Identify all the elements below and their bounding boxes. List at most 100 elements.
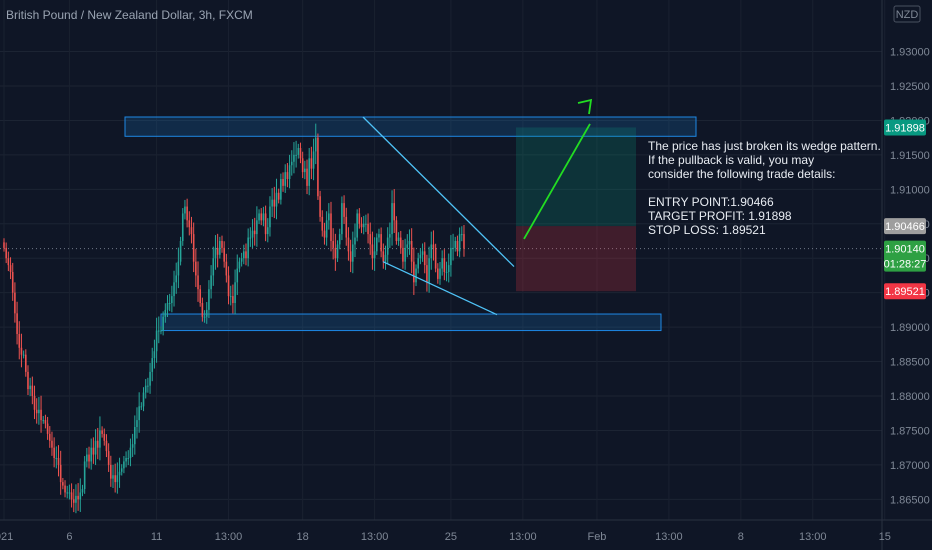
candle-body — [428, 258, 430, 283]
candle-body — [155, 330, 158, 352]
candle — [288, 154, 291, 189]
candle-body — [456, 241, 459, 252]
candle-body — [354, 237, 356, 245]
candle-body — [107, 451, 110, 465]
candle-body — [417, 258, 419, 269]
time-tick-label: 11 — [151, 531, 162, 543]
candle-body — [210, 275, 212, 290]
candle-body — [214, 247, 217, 259]
candle-body — [439, 268, 441, 279]
candle-body — [160, 330, 162, 332]
candle — [421, 243, 424, 262]
time-tick-label: 13:00 — [361, 531, 389, 543]
annotation-text[interactable]: The price has just broken its wedge patt… — [648, 139, 881, 237]
candle — [195, 248, 197, 287]
svg-text:1.89521: 1.89521 — [885, 286, 925, 298]
candle — [53, 437, 55, 468]
time-tick-label: 13:00 — [509, 531, 537, 543]
wedge-lower-line — [382, 261, 498, 316]
candle — [447, 253, 450, 283]
candle — [428, 246, 430, 293]
candle-body — [430, 244, 433, 259]
candle — [245, 243, 247, 266]
candle — [408, 229, 411, 255]
candle-body — [55, 458, 58, 459]
chart-title: British Pound / New Zealand Dollar, 3h, … — [6, 8, 253, 22]
candle-body — [432, 244, 435, 248]
candle — [301, 151, 304, 179]
svg-text:1.90140: 1.90140 — [885, 244, 925, 256]
time-tick-label: 8 — [738, 531, 744, 543]
candle-body — [227, 275, 230, 297]
candle — [347, 227, 350, 261]
price-axis[interactable]: 1.930001.925001.920001.915001.910001.905… — [881, 0, 930, 550]
candle — [48, 426, 51, 448]
candle — [384, 245, 387, 270]
candle-body — [328, 213, 330, 221]
candle-body — [99, 430, 101, 448]
candle — [107, 443, 110, 472]
candle-body — [367, 223, 369, 235]
candle-body — [92, 447, 95, 455]
candle — [336, 240, 339, 262]
resistance-zone — [124, 116, 697, 137]
candle — [461, 226, 463, 242]
candle-body — [72, 499, 75, 503]
candle-body — [199, 289, 201, 303]
candle-body — [125, 458, 127, 462]
candle-body — [48, 433, 51, 441]
candle — [450, 235, 452, 277]
candle — [51, 431, 53, 456]
candle-body — [310, 158, 313, 169]
candle-body — [323, 230, 326, 238]
candle-body — [406, 244, 409, 248]
candle-body — [62, 482, 64, 486]
candle — [293, 142, 295, 174]
drawings-layer[interactable] — [362, 98, 593, 316]
candle — [46, 416, 49, 440]
candles-layer — [3, 123, 465, 514]
candle-body — [25, 354, 27, 372]
candle — [9, 257, 12, 280]
candle — [373, 237, 376, 271]
candle — [129, 438, 132, 467]
candle — [205, 302, 208, 324]
candle-body — [18, 334, 21, 348]
candle-body — [44, 420, 47, 424]
candle — [136, 407, 138, 439]
candle-body — [347, 237, 350, 252]
candle-body — [59, 464, 62, 483]
candle-body — [330, 213, 332, 241]
candle — [197, 261, 199, 302]
candle-body — [260, 213, 263, 221]
candle — [77, 483, 79, 511]
candle — [269, 196, 271, 237]
candle — [432, 230, 435, 261]
candle-body — [437, 268, 439, 279]
long-position-tool[interactable] — [516, 127, 636, 292]
candle — [153, 339, 156, 369]
candle — [262, 206, 265, 227]
candle — [284, 164, 287, 193]
currency-badge[interactable]: NZD — [893, 5, 921, 23]
candle — [389, 222, 391, 248]
candle-body — [378, 234, 380, 238]
candle-body — [356, 213, 358, 238]
time-axis[interactable]: 021 6 11 13:00 18 13:00 25 13:00 Feb 13:00 8 13:00 1… — [0, 519, 932, 543]
candle-body — [114, 475, 116, 483]
candle-body — [177, 261, 180, 276]
candle — [323, 222, 326, 245]
candle-body — [264, 213, 267, 235]
candle — [319, 190, 321, 222]
candle — [201, 297, 204, 322]
candle-body — [144, 385, 147, 393]
target-price-badge: 1.91898 — [884, 119, 926, 136]
candle-body — [314, 137, 317, 152]
zones-layer — [124, 116, 697, 332]
candle — [40, 395, 42, 433]
candle — [99, 416, 101, 461]
candle-body — [275, 192, 278, 207]
candle — [70, 483, 73, 508]
candle-body — [384, 254, 387, 262]
